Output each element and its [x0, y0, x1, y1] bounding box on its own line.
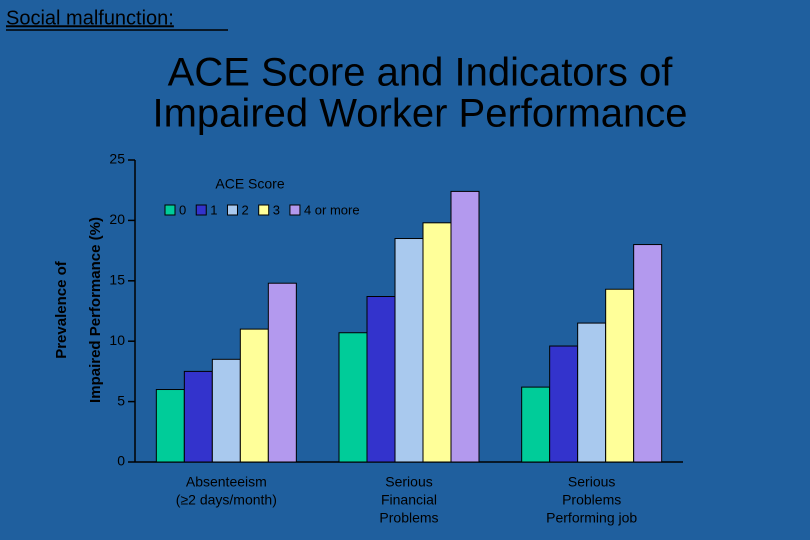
x-tick-label: Problems — [562, 492, 621, 508]
bar — [338, 332, 368, 463]
bar — [605, 288, 635, 463]
legend-label: 4 or more — [304, 202, 360, 217]
legend-swatch — [289, 204, 301, 216]
y-tick-label: 25 — [109, 151, 125, 167]
x-tick-label: Serious — [385, 474, 432, 490]
bar — [211, 358, 241, 463]
legend-label: 2 — [241, 202, 248, 217]
legend-label: 3 — [273, 202, 280, 217]
x-tick-label: Performing job — [546, 510, 637, 526]
y-tick-label: 0 — [117, 453, 125, 469]
bar — [183, 370, 213, 463]
y-tick-label: 10 — [109, 332, 125, 348]
x-tick-label: Serious — [568, 474, 615, 490]
y-axis-label: Impaired Performance (%) — [87, 217, 104, 403]
x-tick-label: Financial — [381, 492, 437, 508]
y-tick-label: 15 — [109, 272, 125, 288]
legend-swatch — [258, 204, 270, 216]
legend-swatch — [226, 204, 238, 216]
bar — [394, 238, 424, 463]
legend-title: ACE Score — [215, 176, 284, 192]
y-axis-label: Prevalence of — [53, 260, 70, 359]
y-tick-label: 20 — [109, 211, 125, 227]
legend-swatch — [164, 204, 176, 216]
bar — [549, 345, 579, 463]
section-title: Social malfunction: — [6, 7, 174, 29]
legend-label: 0 — [179, 202, 186, 217]
bar — [366, 296, 396, 463]
y-tick-label: 5 — [117, 392, 125, 408]
x-tick-label: Absenteeism — [186, 474, 267, 490]
bar — [422, 222, 452, 463]
bar — [521, 386, 551, 463]
bar — [155, 389, 185, 463]
bar — [267, 282, 297, 463]
legend-swatch — [195, 204, 207, 216]
chart-title: Impaired Worker Performance — [153, 92, 688, 136]
bar — [450, 190, 480, 463]
chart-title: ACE Score and Indicators of — [168, 51, 674, 95]
legend-label: 1 — [210, 202, 217, 217]
bar — [239, 328, 269, 463]
x-tick-label: (≥2 days/month) — [176, 492, 277, 508]
bar — [577, 322, 607, 463]
bar — [633, 244, 663, 463]
x-tick-label: Problems — [379, 510, 438, 526]
